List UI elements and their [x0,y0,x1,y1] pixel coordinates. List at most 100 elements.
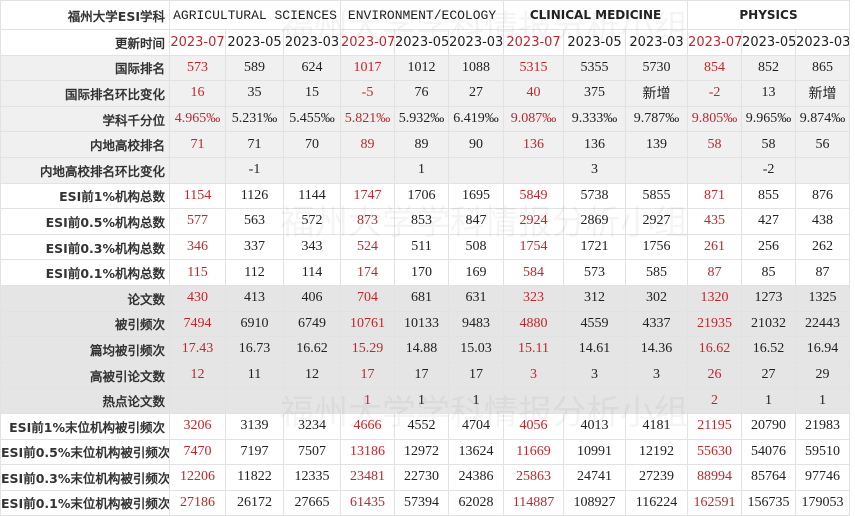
date-cell: 2023-07 [340,29,396,56]
value-cell: 10133 [394,310,450,338]
value-cell: 4013 [563,412,627,440]
value-cell: 55630 [687,438,743,466]
table-row: ESI前0.3%末位机构被引频次 12206 11822 12335 23481 2273… [0,464,851,491]
value-cell: 1754 [503,233,565,261]
value-cell: 90 [448,131,505,158]
value-cell: 13 [741,80,797,107]
value-cell: 1126 [225,182,284,210]
table-row: 高被引论文数 12 11 12 17 17 17 3 3 3 26 27 29 [0,361,851,389]
value-cell: -2 [741,156,797,184]
value-cell: 21032 [741,310,797,338]
row-label: ESI前0.1%机构总数 [0,259,170,286]
value-cell: 1756 [625,233,689,261]
value-cell: 852 [741,54,797,82]
value-cell: 87 [687,259,743,286]
value-cell: 5.455‰ [282,105,342,133]
value-cell [503,387,565,414]
row-label: 更新时间 [0,29,170,56]
value-cell: 76 [394,80,450,107]
value-cell: -2 [687,80,743,107]
value-cell: 14.61 [563,336,627,363]
value-cell: 323 [503,284,565,312]
value-cell: 631 [448,284,505,312]
value-cell: 12 [282,361,342,389]
value-cell: 136 [503,131,565,158]
value-cell: 1747 [340,182,396,210]
value-cell: 24386 [448,464,505,491]
value-cell: 9.087‰ [503,105,565,133]
value-cell: 11822 [225,464,284,491]
date-cell: 2023-05 [741,29,797,56]
value-cell: 4.965‰ [169,105,226,133]
value-cell: 7197 [225,438,284,466]
value-cell: 新增 [795,80,851,107]
value-cell [625,156,689,184]
value-cell: 4181 [625,412,689,440]
value-cell: 4704 [448,412,505,440]
row-label: 内地高校排名环比变化 [0,156,170,184]
value-cell: 112 [225,259,284,286]
value-cell [282,156,342,184]
value-cell: 1 [448,387,505,414]
value-cell: 1325 [795,284,851,312]
value-cell: 23481 [340,464,396,491]
value-cell: 89 [340,131,396,158]
value-cell: 855 [741,182,797,210]
value-cell: 115 [169,259,226,286]
subject-header: AGRICULTURAL SCIENCES [168,0,342,30]
value-cell: 1017 [340,54,396,82]
value-cell: 12206 [169,464,226,491]
value-cell: -5 [340,80,396,107]
value-cell: 12335 [282,464,342,491]
value-cell: 4666 [340,412,396,440]
value-cell: 5730 [625,54,689,82]
table-row: ESI前1%机构总数 1154 1126 1144 1747 1706 1695 5849 57… [0,182,851,210]
value-cell: 585 [625,259,689,286]
value-cell: 15.11 [503,336,565,363]
value-cell: 11669 [503,438,565,466]
value-cell: 12192 [625,438,689,466]
value-cell [448,156,505,184]
value-cell: 139 [625,131,689,158]
value-cell: 1 [795,387,851,414]
value-cell: 17 [448,361,505,389]
value-cell [282,387,342,414]
date-cell: 2023-07 [503,29,565,56]
value-cell: 3234 [282,412,342,440]
value-cell: 6749 [282,310,342,338]
value-cell: 5738 [563,182,627,210]
value-cell: 21983 [795,412,851,440]
table-row: ESI前1%末位机构被引频次 3206 3139 3234 4666 4552 4704 40… [0,412,851,440]
date-cell: 2023-07 [687,29,743,56]
value-cell: 1 [394,156,450,184]
value-cell: 1695 [448,182,505,210]
date-cell: 2023-03 [625,29,689,56]
value-cell: 15 [282,80,342,107]
value-cell: 6.419‰ [448,105,505,133]
value-cell: 12972 [394,438,450,466]
table-row: 篇均被引频次 17.43 16.73 16.62 15.29 14.88 15.03 15.1… [0,336,851,363]
value-cell: 7507 [282,438,342,466]
row-label: ESI前0.5%机构总数 [0,208,170,235]
table-row: 论文数 430 413 406 704 681 631 323 312 302 1320 1273 13… [0,284,851,312]
value-cell: 12 [169,361,226,389]
value-cell [225,387,284,414]
row-label: 学科千分位 [0,105,170,133]
value-cell: 3 [563,156,627,184]
value-cell: 7494 [169,310,226,338]
value-cell: 16.62 [282,336,342,363]
subject-header: CLINICAL MEDICINE [503,0,689,30]
value-cell: 25863 [503,464,565,491]
value-cell: 508 [448,233,505,261]
table-row: 热点论文数 1 1 1 2 1 1 [0,387,851,414]
value-cell: 572 [282,208,342,235]
value-cell: 524 [340,233,396,261]
value-cell: 1 [394,387,450,414]
value-cell: 3139 [225,412,284,440]
value-cell: 511 [394,233,450,261]
value-cell: 16 [169,80,226,107]
row-label: ESI前0.5%末位机构被引频次 [0,438,170,466]
value-cell: 1721 [563,233,627,261]
value-cell [625,387,689,414]
table-row: 内地高校排名 71 71 70 89 89 90 136 136 139 58 58 56 [0,131,851,158]
